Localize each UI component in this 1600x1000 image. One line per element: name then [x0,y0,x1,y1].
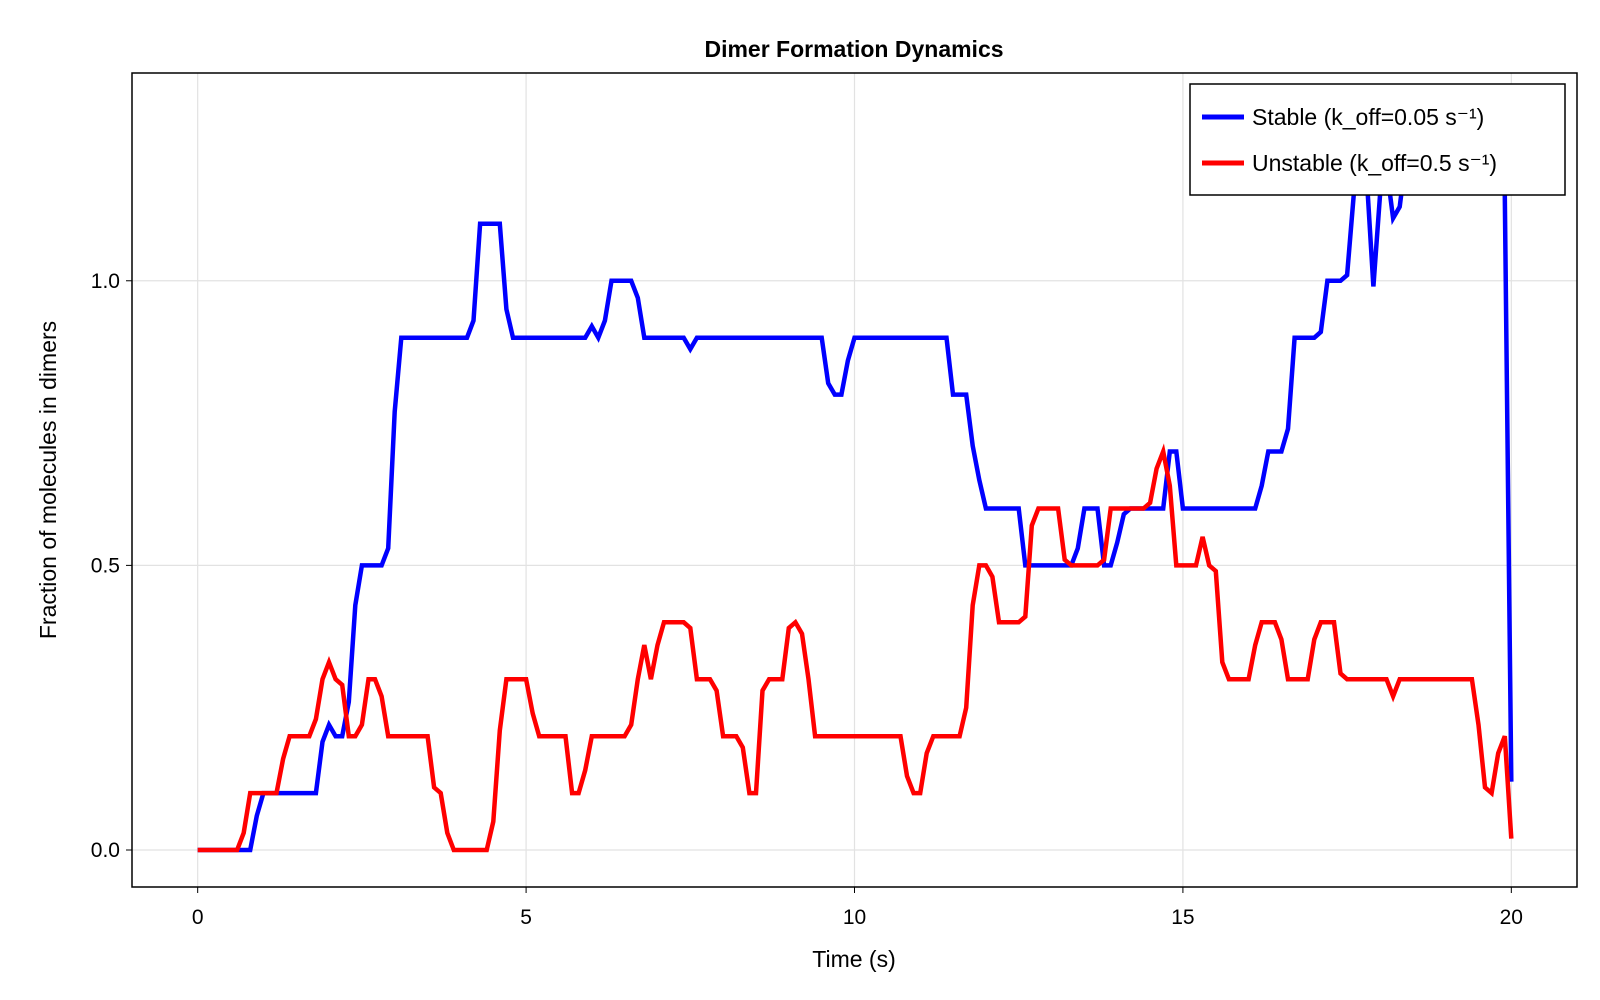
legend-box [1189,83,1566,196]
x-tick-label: 20 [1500,906,1523,929]
y-tick-labels: 0.0 0.5 1.0 [91,270,120,862]
y-tick-label: 1.0 [91,270,120,293]
x-tick-label: 15 [1171,906,1194,929]
legend-label-stable: Stable (k_off=0.05 s⁻¹) [1252,104,1484,130]
x-tick-labels: 0 5 10 15 20 [192,906,1523,929]
x-tick-label: 0 [192,906,204,929]
series-lines [197,107,1514,853]
grid-lines [132,73,1577,887]
x-axis-label: Time (s) [812,946,895,972]
x-tick-label: 5 [520,906,532,929]
legend: Stable (k_off=0.05 s⁻¹) Unstable (k_off=… [1189,83,1566,196]
axis-ticks [126,280,1512,893]
y-tick-label: 0.5 [91,554,120,577]
chart-title: Dimer Formation Dynamics [704,36,1003,62]
y-axis-label: Fraction of molecules in dimers [35,321,61,639]
legend-label-unstable: Unstable (k_off=0.5 s⁻¹) [1252,150,1497,176]
x-tick-label: 10 [843,906,866,929]
series-line-unstable [197,443,1514,853]
series-line-stable [197,107,1514,853]
y-tick-label: 0.0 [91,839,120,862]
